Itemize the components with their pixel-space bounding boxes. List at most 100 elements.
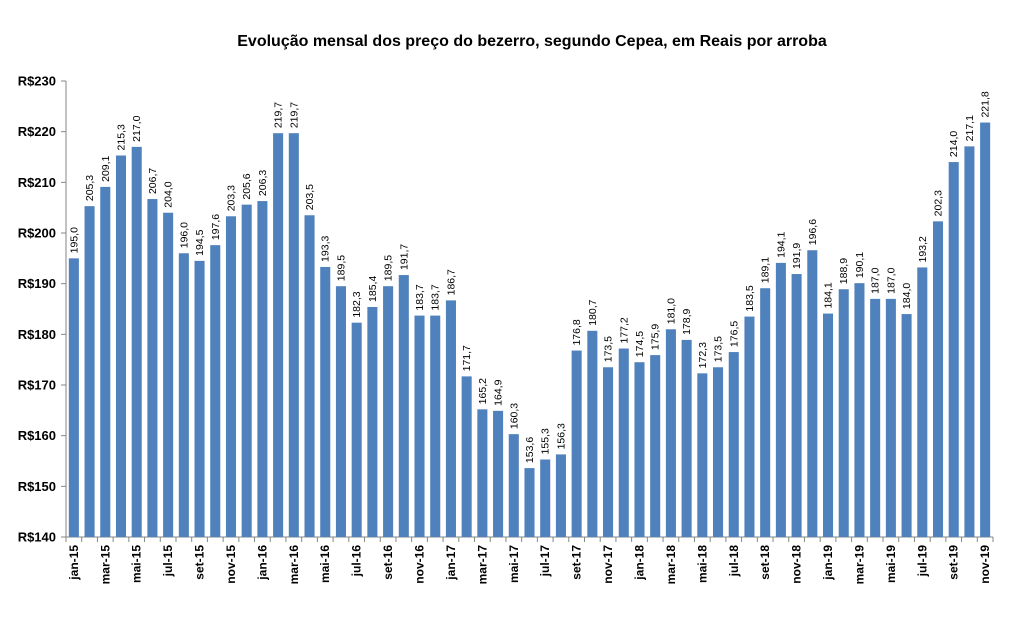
x-tick-label: jan-17 [444, 545, 458, 581]
data-label: 203,5 [304, 184, 316, 210]
data-label: 153,6 [524, 437, 536, 463]
x-tick-label: nov-16 [413, 545, 427, 584]
y-axis-ticks: R$140 R$150 R$160 R$170 R$180 R$190 R$200 R$210… [18, 74, 66, 545]
bars-series [68, 122, 991, 538]
bar [398, 275, 409, 537]
data-label: 214,0 [948, 131, 960, 157]
data-label: 189,1 [760, 257, 772, 283]
data-label: 183,7 [414, 284, 426, 310]
bar [964, 146, 975, 538]
data-label: 193,3 [320, 236, 332, 262]
data-label: 196,0 [178, 222, 190, 248]
data-label: 156,3 [555, 423, 567, 449]
data-label: 215,3 [115, 124, 127, 150]
bar [618, 348, 629, 537]
data-label: 183,5 [744, 285, 756, 311]
bar [980, 122, 991, 538]
bar [822, 313, 834, 537]
bar [948, 162, 959, 538]
y-tick-label: R$140 [18, 530, 56, 545]
bar [932, 221, 944, 537]
data-label: 187,0 [885, 267, 897, 293]
bar [210, 245, 221, 537]
data-label: 194,1 [775, 231, 787, 257]
bar [304, 215, 315, 537]
data-label: 191,9 [791, 243, 803, 269]
y-tick-label: R$160 [18, 428, 56, 443]
data-label: 173,5 [713, 336, 725, 362]
x-tick-label: mai-17 [507, 545, 521, 583]
x-tick-label: set-19 [947, 545, 961, 580]
y-tick-label: R$180 [18, 327, 56, 342]
x-tick-label: jan-15 [67, 545, 81, 581]
x-tick-label: set-15 [193, 545, 207, 580]
y-tick-label: R$230 [18, 74, 56, 89]
bar [665, 329, 676, 537]
data-label: 205,3 [84, 175, 96, 201]
bar [320, 266, 331, 537]
x-tick-label: jul-18 [727, 545, 741, 578]
y-tick-label: R$190 [18, 276, 56, 291]
x-tick-label: mar-16 [287, 545, 301, 585]
data-label: 219,7 [273, 102, 285, 128]
bar [288, 133, 299, 538]
data-label: 164,9 [493, 379, 505, 405]
data-label: 202,3 [933, 190, 945, 216]
bar [147, 199, 158, 537]
bar [273, 133, 284, 538]
bar [885, 298, 896, 537]
x-tick-label: set-16 [381, 545, 395, 580]
x-axis-ticks: jan-15 mar-15 mai-15 jul-15 set-15 nov-15 jan-… [65, 537, 994, 585]
bar [225, 216, 237, 537]
x-tick-label: nov-15 [224, 545, 238, 584]
bar [178, 253, 189, 537]
x-tick-label: nov-19 [978, 545, 992, 584]
data-label: 221,8 [980, 91, 992, 117]
data-label: 173,5 [603, 336, 615, 362]
data-label: 195,0 [68, 227, 80, 253]
data-label: 203,3 [225, 185, 237, 211]
data-label: 180,7 [587, 299, 599, 325]
bar [100, 186, 111, 538]
bar [383, 286, 394, 537]
x-tick-label: jul-15 [161, 545, 175, 578]
bar [807, 250, 818, 537]
bar [84, 206, 95, 537]
chart-title: Evolução mensal dos preço do bezerro, se… [237, 33, 827, 50]
data-label: 194,5 [194, 229, 206, 255]
data-label: 209,1 [100, 155, 112, 181]
data-label: 165,2 [477, 378, 489, 404]
bar [351, 322, 362, 537]
x-tick-label: jul-19 [915, 545, 929, 578]
x-tick-label: jan-16 [255, 545, 269, 581]
bar [493, 410, 504, 537]
data-label: 186,7 [445, 269, 457, 295]
bar [131, 146, 142, 537]
bar [461, 376, 472, 537]
y-tick-label: R$170 [18, 378, 56, 393]
data-label: 219,7 [288, 102, 300, 128]
bar [713, 367, 724, 537]
bar [697, 373, 708, 537]
y-tick-label: R$210 [18, 175, 56, 190]
x-tick-label: mai-18 [695, 545, 709, 583]
bar [540, 459, 551, 537]
x-tick-label: mar-17 [475, 545, 489, 585]
bar [571, 350, 582, 537]
x-tick-label: set-17 [570, 545, 584, 580]
bar [163, 212, 174, 537]
bar [901, 314, 912, 537]
bar [587, 330, 598, 537]
data-label: 171,7 [461, 345, 473, 371]
bar [477, 409, 488, 537]
data-label: 160,3 [508, 403, 520, 429]
data-label: 204,0 [163, 181, 175, 207]
data-label: 176,8 [571, 319, 583, 345]
data-label: 172,3 [697, 342, 709, 368]
bar [508, 434, 519, 537]
bar [241, 204, 252, 538]
bar [367, 306, 378, 537]
bar [650, 355, 661, 537]
